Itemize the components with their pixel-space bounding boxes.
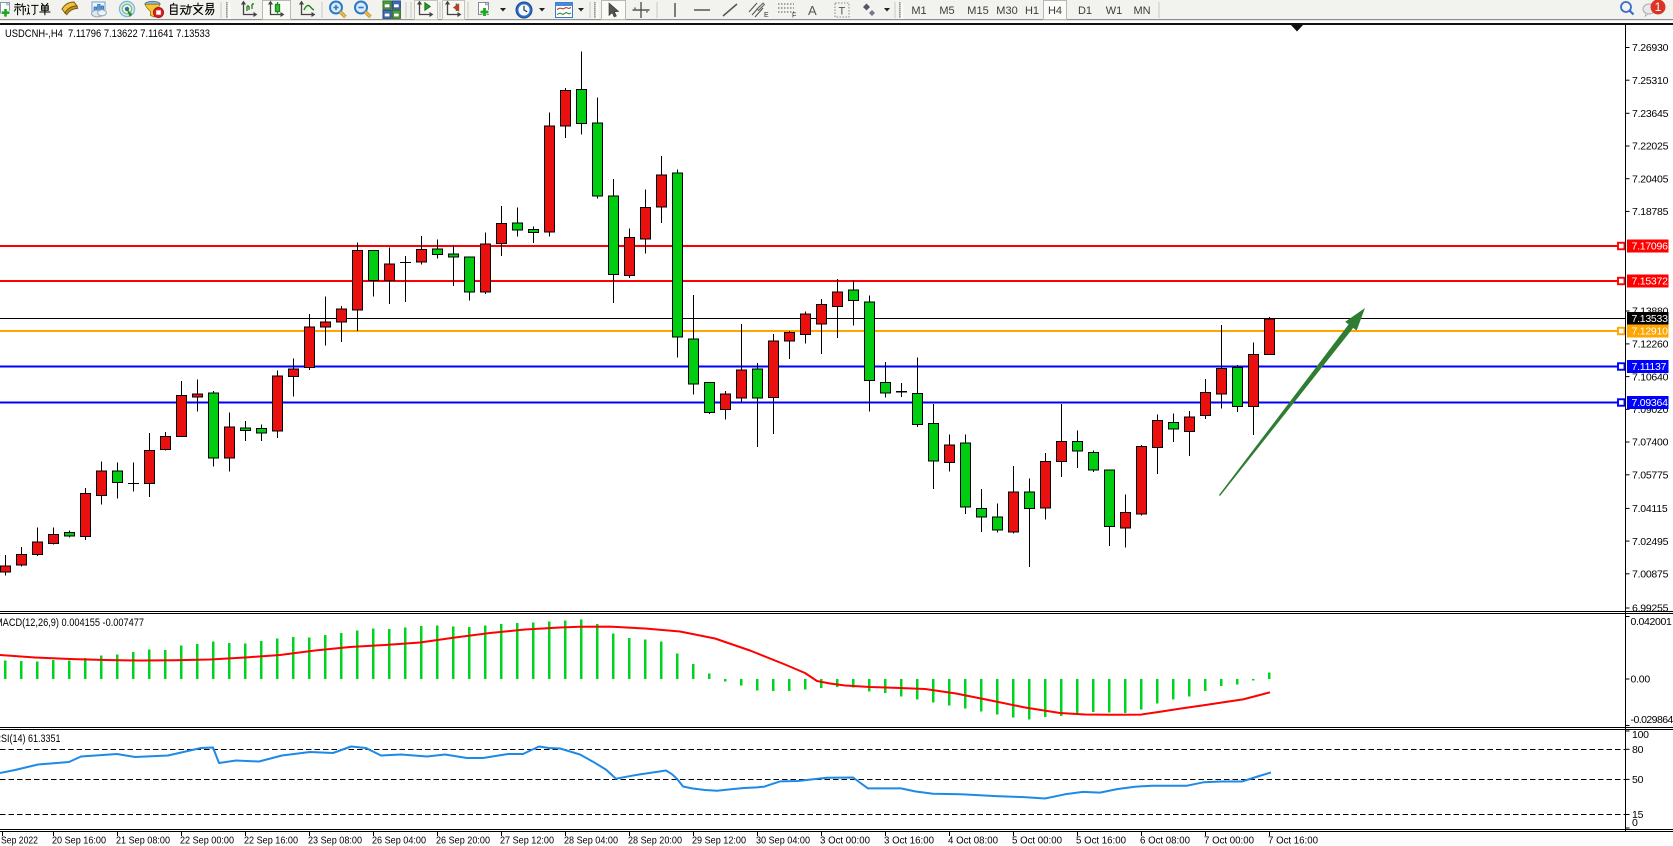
- svg-text:T: T: [839, 6, 846, 18]
- svg-text:7.13533: 7.13533: [1632, 313, 1669, 325]
- svg-text:7.20405: 7.20405: [1632, 173, 1669, 185]
- svg-text:7.12910: 7.12910: [1632, 326, 1669, 338]
- svg-text:5 Oct 16:00: 5 Oct 16:00: [1076, 835, 1126, 846]
- svg-text:7.04115: 7.04115: [1632, 503, 1668, 515]
- svg-text:7.11137: 7.11137: [1632, 361, 1667, 373]
- svg-text:7.10640: 7.10640: [1632, 371, 1669, 383]
- svg-text:28 Sep 20:00: 28 Sep 20:00: [628, 835, 682, 846]
- svg-text:6.99255: 6.99255: [1632, 603, 1669, 615]
- svg-text:F: F: [792, 13, 796, 20]
- svg-text:3 Oct 16:00: 3 Oct 16:00: [884, 835, 934, 846]
- svg-text:M5: M5: [939, 5, 954, 17]
- svg-text:21 Sep 08:00: 21 Sep 08:00: [116, 835, 170, 846]
- svg-text:7 Oct 00:00: 7 Oct 00:00: [1204, 835, 1254, 846]
- svg-text:0.042001: 0.042001: [1631, 616, 1673, 628]
- svg-text:0.00: 0.00: [1631, 674, 1651, 686]
- svg-text:100: 100: [1632, 729, 1649, 741]
- svg-text:D1: D1: [1078, 5, 1092, 17]
- svg-text:0: 0: [1632, 817, 1638, 829]
- svg-text:7.00875: 7.00875: [1632, 569, 1669, 581]
- svg-text:26 Sep 04:00: 26 Sep 04:00: [372, 835, 426, 846]
- svg-text:W1: W1: [1106, 5, 1123, 17]
- svg-text:7.07400: 7.07400: [1632, 437, 1669, 449]
- svg-text:7 Oct 16:00: 7 Oct 16:00: [1268, 835, 1318, 846]
- svg-text:MACD(12,26,9) 0.004155 -0.0074: MACD(12,26,9) 0.004155 -0.007477: [0, 617, 144, 629]
- svg-text:M15: M15: [967, 5, 988, 17]
- svg-text:7.17096: 7.17096: [1632, 241, 1669, 253]
- svg-text:80: 80: [1632, 744, 1644, 756]
- svg-text:15: 15: [1632, 809, 1644, 821]
- svg-text:M30: M30: [996, 5, 1017, 17]
- svg-text:7.15372: 7.15372: [1632, 276, 1669, 288]
- svg-text:A: A: [808, 3, 817, 18]
- svg-text:7.26930: 7.26930: [1632, 42, 1669, 54]
- svg-text:28 Sep 04:00: 28 Sep 04:00: [564, 835, 618, 846]
- svg-text:1: 1: [1655, 0, 1662, 14]
- svg-text:7.22025: 7.22025: [1632, 141, 1669, 153]
- svg-text:H1: H1: [1025, 5, 1039, 17]
- svg-text:7.12260: 7.12260: [1632, 339, 1669, 351]
- svg-text:MN: MN: [1133, 5, 1150, 17]
- svg-text:7.18785: 7.18785: [1632, 206, 1669, 218]
- svg-text:50: 50: [1632, 774, 1644, 786]
- svg-text:H4: H4: [1048, 5, 1062, 17]
- svg-text:Sep 2022: Sep 2022: [1, 835, 38, 846]
- svg-text:26 Sep 20:00: 26 Sep 20:00: [436, 835, 490, 846]
- svg-text:4 Oct 08:00: 4 Oct 08:00: [948, 835, 998, 846]
- svg-text:6 Oct 08:00: 6 Oct 08:00: [1140, 835, 1190, 846]
- svg-text:3 Oct 00:00: 3 Oct 00:00: [820, 835, 870, 846]
- svg-text:5 Oct 00:00: 5 Oct 00:00: [1012, 835, 1062, 846]
- svg-text:20 Sep 16:00: 20 Sep 16:00: [52, 835, 106, 846]
- svg-text:M1: M1: [911, 5, 926, 17]
- svg-text:30 Sep 04:00: 30 Sep 04:00: [756, 835, 810, 846]
- svg-text:23 Sep 08:00: 23 Sep 08:00: [308, 835, 362, 846]
- svg-text:7.23645: 7.23645: [1632, 108, 1669, 120]
- svg-text:RSI(14) 61.3351: RSI(14) 61.3351: [0, 733, 61, 745]
- svg-text:-0.029864: -0.029864: [1631, 714, 1673, 726]
- svg-text:22 Sep 00:00: 22 Sep 00:00: [180, 835, 234, 846]
- svg-text:22 Sep 16:00: 22 Sep 16:00: [244, 835, 298, 846]
- svg-text:27 Sep 12:00: 27 Sep 12:00: [500, 835, 554, 846]
- svg-text:7.25310: 7.25310: [1632, 75, 1669, 87]
- svg-text:7.09364: 7.09364: [1632, 397, 1669, 409]
- svg-text:7.05775: 7.05775: [1632, 470, 1669, 482]
- svg-text:7.02495: 7.02495: [1632, 536, 1669, 548]
- svg-text:USDCNH-,H4 7.11796 7.13622 7.: USDCNH-,H4 7.11796 7.13622 7.11641 7.135…: [5, 28, 210, 40]
- svg-text:E: E: [764, 12, 769, 19]
- svg-text:29 Sep 12:00: 29 Sep 12:00: [692, 835, 746, 846]
